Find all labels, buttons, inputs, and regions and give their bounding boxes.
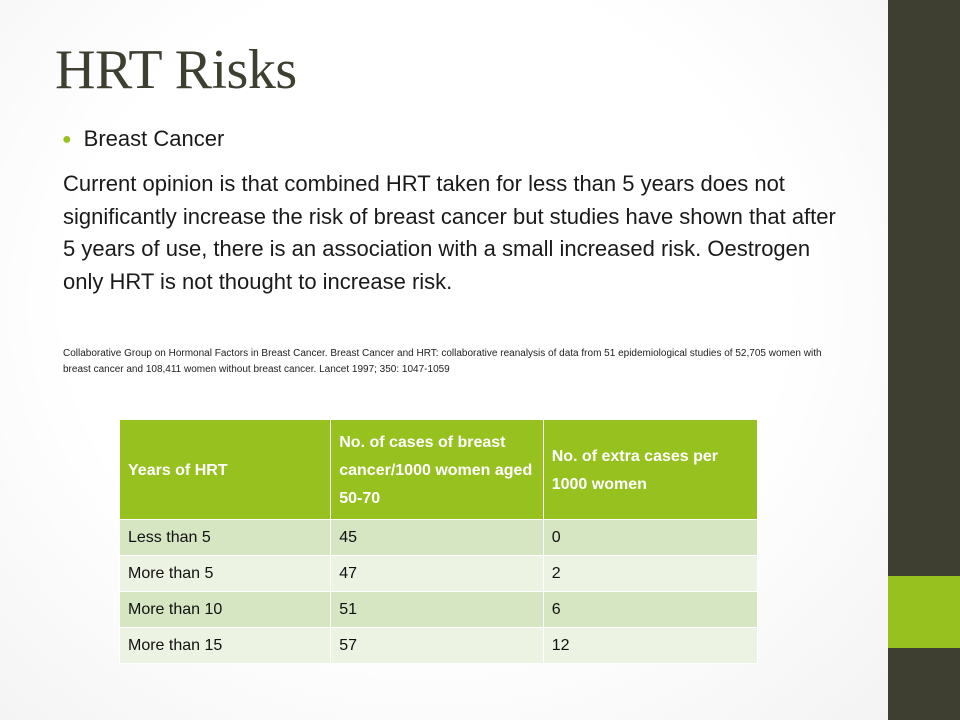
- cell-years: More than 15: [118, 627, 332, 664]
- bullet-label: Breast Cancer: [83, 126, 225, 151]
- cell-extra: 2: [542, 555, 759, 592]
- table-row: More than 15 57 12: [118, 627, 759, 664]
- citation-text: Collaborative Group on Hormonal Factors …: [63, 348, 822, 375]
- slide-title: HRT Risks: [55, 39, 297, 101]
- cell-years: More than 5: [118, 555, 332, 592]
- table-row: More than 5 47 2: [118, 555, 759, 592]
- risk-table: Years of HRT No. of cases of breast canc…: [118, 419, 759, 664]
- header-cases: No. of cases of breast cancer/1000 women…: [330, 419, 544, 520]
- bullet-dot-icon: ●: [62, 131, 72, 148]
- cell-cases: 51: [330, 591, 544, 628]
- cell-years: More than 10: [118, 591, 332, 628]
- cell-cases: 45: [330, 519, 544, 556]
- body-paragraph: Current opinion is that combined HRT tak…: [63, 171, 836, 294]
- table-row: Less than 5 45 0: [118, 519, 759, 556]
- cell-extra: 0: [542, 519, 759, 556]
- side-accent-square: [888, 576, 960, 648]
- cell-extra: 6: [542, 591, 759, 628]
- table-header-row: Years of HRT No. of cases of breast canc…: [118, 419, 759, 520]
- header-years: Years of HRT: [118, 419, 332, 520]
- bullet-item: ● Breast Cancer: [62, 126, 224, 152]
- header-extra-cases: No. of extra cases per 1000 women: [542, 419, 759, 520]
- cell-extra: 12: [542, 627, 759, 664]
- cell-years: Less than 5: [118, 519, 332, 556]
- cell-cases: 57: [330, 627, 544, 664]
- cell-cases: 47: [330, 555, 544, 592]
- table-row: More than 10 51 6: [118, 591, 759, 628]
